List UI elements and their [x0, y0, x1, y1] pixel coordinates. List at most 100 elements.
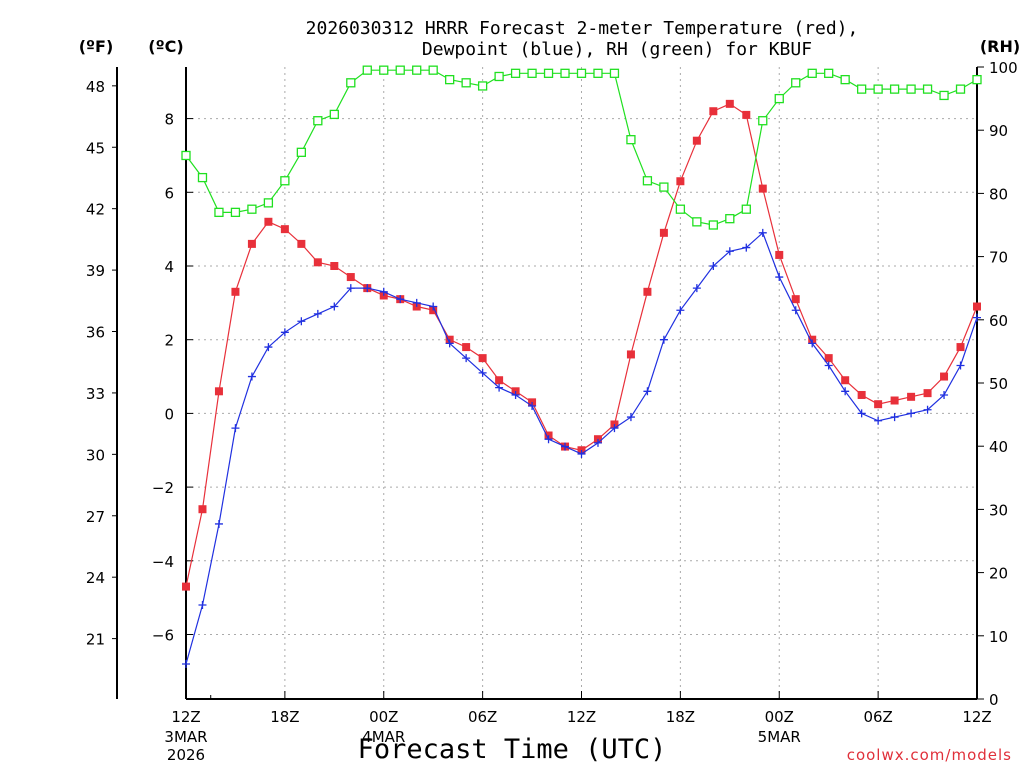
rh-point — [840, 74, 850, 85]
series — [181, 65, 982, 668]
temperature-point — [775, 250, 784, 259]
temperature-point — [907, 392, 916, 401]
dewpoint-point — [544, 435, 553, 444]
fahrenheit-tick-label: 27 — [86, 508, 105, 526]
temperature-point — [973, 302, 981, 311]
rh-point — [609, 68, 620, 78]
temperature-point — [676, 177, 685, 186]
x-axis-label: Forecast Time (UTC) — [358, 734, 667, 765]
time-tick-label: 12Z — [171, 708, 200, 726]
celsius-tick-label: 8 — [164, 111, 174, 129]
dewpoint-point — [198, 601, 207, 610]
celsius-tick-label: 0 — [164, 405, 174, 423]
celsius-tick-label: −4 — [152, 553, 174, 571]
time-tick-label: 06Z — [468, 708, 497, 726]
dewpoint-point — [824, 361, 833, 370]
rh-tick-label: 20 — [989, 565, 1008, 583]
date-label: 5MAR — [758, 728, 801, 746]
dewpoint-point — [363, 284, 372, 293]
fahrenheit-tick-label: 24 — [86, 569, 105, 587]
dewpoint-point — [462, 354, 471, 363]
temperature-point — [330, 261, 339, 270]
dewpoint-point — [742, 243, 751, 252]
rh-point — [642, 176, 653, 186]
rh-tick-label: 90 — [989, 122, 1008, 140]
dewpoint-point — [659, 335, 668, 344]
rh-tick-label: 0 — [989, 691, 999, 709]
rh-tick-label: 70 — [989, 249, 1008, 267]
dewpoint-point — [412, 298, 421, 307]
rh-point — [247, 204, 257, 214]
time-tick-label: 18Z — [666, 708, 695, 726]
rh-tick-label: 40 — [989, 438, 1008, 456]
dewpoint-point — [346, 284, 355, 293]
dewpoint-point — [330, 302, 339, 311]
rh-point — [725, 214, 735, 224]
fahrenheit-unit-label: (ºF) — [79, 37, 114, 56]
rh-point — [510, 68, 521, 78]
dewpoint-point — [313, 309, 322, 318]
temperature-point — [478, 354, 487, 363]
rh-point — [922, 84, 933, 94]
rh-point — [659, 182, 669, 192]
rh-point — [955, 84, 966, 94]
fahrenheit-tick-label: 21 — [86, 631, 105, 649]
dewpoint-point — [775, 273, 784, 282]
dewpoint-point — [264, 343, 273, 352]
rh-tick-label: 60 — [989, 312, 1008, 330]
fahrenheit-tick-label: 36 — [86, 324, 105, 342]
rh-point — [873, 84, 883, 94]
dewpoint-point — [495, 383, 504, 392]
dewpoint-point — [857, 409, 866, 418]
dewpoint-point — [791, 306, 800, 315]
dewpoint-point — [379, 287, 388, 296]
temperature-point — [956, 343, 965, 352]
dewpoint-point — [231, 424, 240, 433]
rh-point — [461, 78, 471, 88]
rh-point — [543, 68, 554, 78]
rh-point — [741, 204, 751, 214]
rh-point — [494, 71, 504, 82]
rh-point — [428, 65, 438, 75]
temperature-point — [940, 372, 949, 381]
rh-point — [379, 65, 389, 75]
temperature-point — [791, 295, 800, 304]
dewpoint-point — [297, 317, 306, 326]
chart-title-line1: 2026030312 HRRR Forecast 2-meter Tempera… — [306, 18, 859, 39]
dewpoint-point — [907, 409, 916, 418]
rh-point — [329, 109, 339, 120]
time-tick-label: 12Z — [567, 708, 596, 726]
rh-point — [824, 68, 834, 78]
rh-tick-label: 30 — [989, 501, 1008, 519]
temperature-point — [841, 376, 850, 385]
dewpoint-point — [577, 449, 586, 458]
rh-point — [230, 207, 241, 218]
dewpoint-point — [247, 372, 256, 381]
rh-point — [181, 150, 191, 161]
rh-tick-label: 100 — [989, 59, 1018, 77]
temperature-point — [346, 273, 355, 282]
dewpoint-point — [973, 313, 981, 322]
temperature-point — [742, 110, 751, 119]
dewpoint-point — [214, 519, 223, 528]
rh-point — [791, 78, 801, 88]
dewpoint-point — [593, 438, 602, 447]
dewpoint-point — [182, 659, 190, 668]
celsius-unit-label: (ºC) — [148, 37, 183, 56]
dewpoint-point — [923, 405, 932, 414]
temperature-point — [758, 184, 767, 193]
dewpoint-point — [956, 361, 965, 370]
rh-point — [576, 68, 587, 78]
dewpoint-point — [676, 306, 685, 315]
dewpoint-point — [890, 413, 899, 422]
temperature-point — [297, 239, 306, 248]
time-tick-label: 06Z — [863, 708, 892, 726]
temperature-point — [643, 287, 652, 296]
dewpoint-point — [396, 295, 405, 304]
rh-point — [758, 116, 768, 126]
rh-point — [445, 74, 455, 85]
series-dewpoint — [182, 228, 981, 668]
rh-point — [296, 147, 307, 157]
temperature-point — [313, 258, 322, 267]
